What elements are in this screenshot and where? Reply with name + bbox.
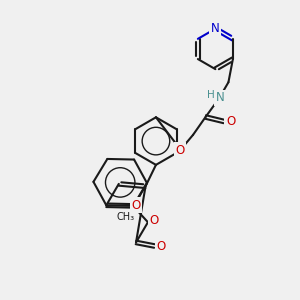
Text: O: O: [131, 199, 141, 212]
Text: CH₃: CH₃: [116, 212, 134, 222]
Text: H: H: [207, 90, 214, 100]
Text: N: N: [216, 92, 224, 104]
Text: O: O: [226, 115, 235, 128]
Text: O: O: [156, 239, 166, 253]
Text: N: N: [211, 22, 220, 35]
Text: O: O: [150, 214, 159, 227]
Text: O: O: [176, 144, 184, 157]
